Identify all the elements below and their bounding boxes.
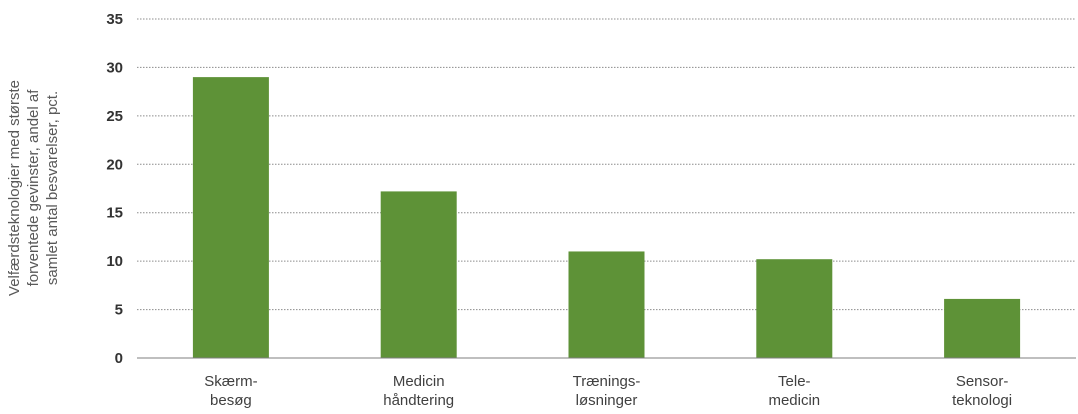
y-tick-label: 5 bbox=[115, 302, 123, 319]
x-tick-label: Sensor-teknologi bbox=[952, 373, 1012, 409]
x-tick-label-line: medicin bbox=[768, 392, 820, 409]
bar bbox=[192, 77, 269, 358]
x-tick-label: Tele-medicin bbox=[768, 373, 820, 409]
x-tick-label-line: håndtering bbox=[383, 392, 454, 409]
x-tick-label: Medicin håndtering bbox=[383, 373, 454, 409]
bar bbox=[944, 298, 1021, 358]
y-axis-title-line: forventede gevinster, andel af bbox=[25, 89, 42, 287]
y-tick-label: 20 bbox=[106, 156, 123, 173]
x-tick-label-line: Skærm- bbox=[204, 373, 257, 390]
x-tick-label-line: teknologi bbox=[952, 392, 1012, 409]
x-tick-label-line: løsninger bbox=[576, 392, 638, 409]
y-tick-label: 0 bbox=[115, 350, 123, 367]
y-axis-title: Velfærdsteknologier med største forvented… bbox=[6, 80, 61, 296]
x-tick-label-line: Medicin bbox=[393, 373, 445, 390]
x-tick-label-line: besøg bbox=[210, 392, 252, 409]
y-axis-title-line: samlet antal besvarelser, pct. bbox=[44, 91, 61, 285]
y-tick-label: 30 bbox=[106, 59, 123, 76]
y-tick-label: 10 bbox=[106, 253, 123, 270]
x-tick-label-line: Sensor- bbox=[956, 373, 1009, 390]
x-tick-label: Skærm-besøg bbox=[204, 373, 257, 409]
x-tick-label: Trænings-løsninger bbox=[573, 373, 641, 409]
bar bbox=[568, 251, 645, 358]
y-tick-labels: 0 5 10 15 20 25 30 35 bbox=[106, 11, 123, 367]
y-tick-label: 25 bbox=[106, 108, 123, 125]
bar bbox=[756, 259, 833, 358]
bar bbox=[380, 191, 457, 358]
x-tick-labels: Skærm-besøg Medicin håndtering Trænings-løs… bbox=[204, 373, 1012, 409]
y-axis-title-line: Velfærdsteknologier med største bbox=[6, 80, 23, 296]
x-tick-label-line: Tele- bbox=[778, 373, 811, 390]
x-tick-label-line: Trænings- bbox=[573, 373, 641, 390]
y-tick-label: 15 bbox=[106, 205, 123, 222]
y-axis-title: Velfærdsteknologier med største forvented… bbox=[6, 80, 61, 296]
y-tick-label: 35 bbox=[106, 11, 123, 28]
bars bbox=[192, 77, 1021, 358]
